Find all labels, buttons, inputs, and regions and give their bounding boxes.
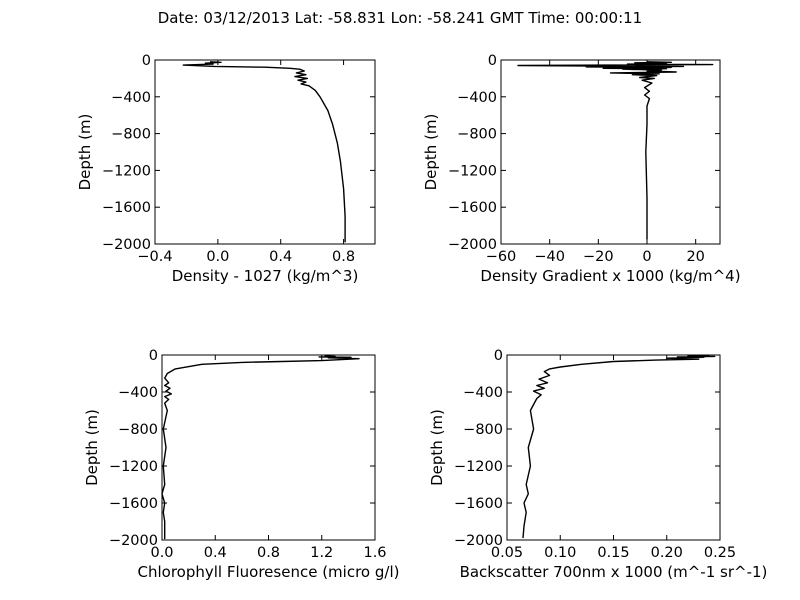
density-gradient-y-tick-label: −1200 (448, 163, 497, 179)
density-y-tick-label: 0 (142, 53, 151, 69)
chlorophyll-y-tick-label: −400 (118, 385, 158, 401)
density-gradient-x-tick-label: 0 (642, 249, 651, 265)
density-gradient-panel: −60 −40 −20 0 20 0 −400 −800 −1200 −1600 −2000 Dens… (422, 53, 741, 285)
chlorophyll-y-tick-label: 0 (149, 348, 158, 364)
density-gradient-x-tick-label: −20 (583, 249, 614, 265)
backscatter-y-axis-label: Depth (m) (428, 409, 446, 486)
density-gradient-x-tick-label: 20 (686, 249, 704, 265)
backscatter-x-tick-label: 0.10 (544, 545, 576, 561)
density-y-tick-label: −400 (111, 90, 151, 106)
density-gradient-y-axis-label: Depth (m) (422, 114, 440, 191)
density-gradient-x-axis-label: Density Gradient x 1000 (kg/m^4) (480, 267, 740, 285)
backscatter-panel: 0.05 0.10 0.15 0.20 0.25 0 −400 −800 −1200 −1600 −… (428, 348, 767, 581)
chlorophyll-y-tick-label: −2000 (109, 533, 158, 549)
density-gradient-y-tick-label: −800 (457, 127, 497, 143)
chlorophyll-x-tick-label: 0.8 (257, 545, 280, 561)
backscatter-x-tick-label: 0.05 (491, 545, 523, 561)
density-y-tick-label: −1600 (102, 200, 151, 216)
density-gradient-y-tick-label: −1600 (448, 200, 497, 216)
chlorophyll-axes-frame (161, 354, 376, 541)
figure-title: Date: 03/12/2013 Lat: -58.831 Lon: -58.2… (158, 9, 642, 27)
backscatter-series-line (522, 354, 716, 539)
backscatter-x-tick-label: 0.20 (651, 545, 683, 561)
chlorophyll-panel: 0.0 0.4 0.8 1.2 1.6 0 −400 −800 −1200 −1600 −2000 C… (83, 348, 399, 581)
density-gradient-y-tick-label: −2000 (448, 237, 497, 253)
density-panel: −0.4 0.0 0.4 0.8 0 −400 −800 −1200 −1600 −2000 Den… (76, 53, 376, 285)
density-x-tick-label: 0.8 (332, 249, 355, 265)
backscatter-y-tick-label: −1200 (454, 459, 503, 475)
backscatter-x-axis-label: Backscatter 700nm x 1000 (m^-1 sr^-1) (460, 563, 768, 581)
density-gradient-x-tick-label: −60 (486, 249, 517, 265)
density-gradient-y-tick-label: −400 (457, 90, 497, 106)
backscatter-y-tick-label: −2000 (454, 533, 503, 549)
density-axes-frame (154, 59, 376, 245)
density-y-tick-label: −1200 (102, 163, 151, 179)
backscatter-y-tick-label: −800 (463, 422, 503, 438)
backscatter-y-tick-label: −400 (463, 385, 503, 401)
density-x-tick-label: 0.0 (206, 249, 229, 265)
chlorophyll-y-tick-label: −1200 (109, 459, 158, 475)
chlorophyll-series-line (161, 355, 360, 540)
chlorophyll-y-axis-label: Depth (m) (83, 409, 101, 486)
density-y-axis-label: Depth (m) (76, 114, 94, 191)
backscatter-x-tick-label: 0.15 (597, 545, 629, 561)
density-gradient-y-tick-label: 0 (488, 53, 497, 69)
backscatter-x-tick-label: 0.25 (704, 545, 736, 561)
density-gradient-series-line (517, 61, 714, 240)
density-x-tick-label: 0.4 (269, 249, 292, 265)
chlorophyll-y-tick-label: −1600 (109, 496, 158, 512)
backscatter-y-tick-label: 0 (494, 348, 503, 364)
backscatter-axes-frame (506, 354, 721, 541)
chlorophyll-x-tick-label: 1.2 (310, 545, 333, 561)
backscatter-y-tick-label: −1600 (454, 496, 503, 512)
chlorophyll-x-tick-label: 0.0 (150, 545, 173, 561)
chlorophyll-x-tick-label: 1.6 (363, 545, 386, 561)
density-y-tick-label: −800 (111, 127, 151, 143)
density-gradient-axes-frame (500, 59, 721, 245)
density-x-axis-label: Density - 1027 (kg/m^3) (172, 267, 359, 285)
density-x-tick-label: −0.4 (137, 249, 172, 265)
chlorophyll-y-tick-label: −800 (118, 422, 158, 438)
chlorophyll-x-tick-label: 0.4 (204, 545, 227, 561)
density-gradient-x-tick-label: −40 (534, 249, 565, 265)
density-y-tick-label: −2000 (102, 237, 151, 253)
density-series-line (182, 61, 346, 243)
chlorophyll-x-axis-label: Chlorophyll Fluoresence (micro g/l) (138, 563, 400, 581)
